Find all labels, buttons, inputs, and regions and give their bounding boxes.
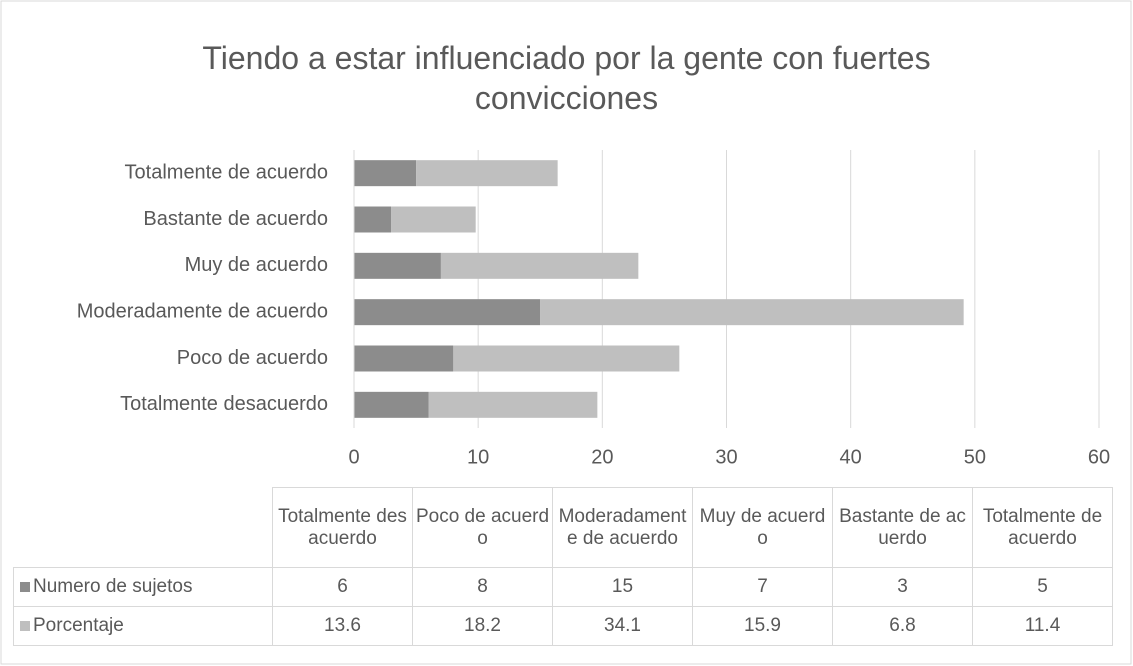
bar (354, 160, 417, 187)
table-cell: 13.6 (272, 606, 413, 646)
table-cell: 15.9 (692, 606, 833, 646)
bar (391, 206, 476, 233)
table-cell: 6 (272, 567, 413, 607)
bar (540, 299, 964, 326)
table-row-label: Numero de sujetos (13, 567, 273, 607)
y-tick-label: Moderadamente de acuerdo (77, 300, 328, 322)
bar (428, 391, 598, 418)
x-tick-label: 30 (715, 446, 737, 468)
legend-key (20, 621, 30, 631)
table-header: Moderadamente de acuerdo (552, 487, 693, 568)
bar (354, 299, 541, 326)
x-tick-label: 0 (348, 446, 359, 468)
y-tick-label: Muy de acuerdo (185, 254, 328, 276)
table-cell: 7 (692, 567, 833, 607)
table-cell: 11.4 (972, 606, 1113, 646)
bar (354, 391, 429, 418)
y-tick-label: Bastante de acuerdo (143, 208, 328, 230)
table-header: Bastante de acuerdo (832, 487, 973, 568)
table-cell: 34.1 (552, 606, 693, 646)
table-header: Muy de acuerdo (692, 487, 833, 568)
bar (440, 252, 639, 279)
table-header: Totalmente desacuerdo (272, 487, 413, 568)
x-tick-label: 60 (1088, 446, 1110, 468)
table-row-label: Porcentaje (13, 606, 273, 646)
y-tick-label: Poco de acuerdo (177, 347, 328, 369)
bar (453, 345, 680, 372)
table-cell: 8 (412, 567, 553, 607)
table-header: Totalmente de acuerdo (972, 487, 1113, 568)
legend-key (20, 582, 30, 592)
table-cell: 3 (832, 567, 973, 607)
bar (354, 252, 441, 279)
x-tick-label: 20 (591, 446, 613, 468)
table-cell: 15 (552, 567, 693, 607)
y-tick-label: Totalmente de acuerdo (125, 161, 328, 183)
x-tick-label: 40 (840, 446, 862, 468)
legend-label: Numero de sujetos (33, 576, 193, 597)
legend-label: Porcentaje (33, 615, 124, 636)
table-header: Poco de acuerdo (412, 487, 553, 568)
bar (354, 345, 454, 372)
table-cell: 6.8 (832, 606, 973, 646)
bar (354, 206, 392, 233)
x-tick-label: 10 (467, 446, 489, 468)
table-cell: 5 (972, 567, 1113, 607)
y-tick-label: Totalmente desacuerdo (120, 393, 328, 415)
chart-title: Tiendo a estar influenciado por la gente… (202, 40, 931, 116)
x-tick-label: 50 (964, 446, 986, 468)
table-cell: 18.2 (412, 606, 553, 646)
bar (416, 160, 558, 187)
